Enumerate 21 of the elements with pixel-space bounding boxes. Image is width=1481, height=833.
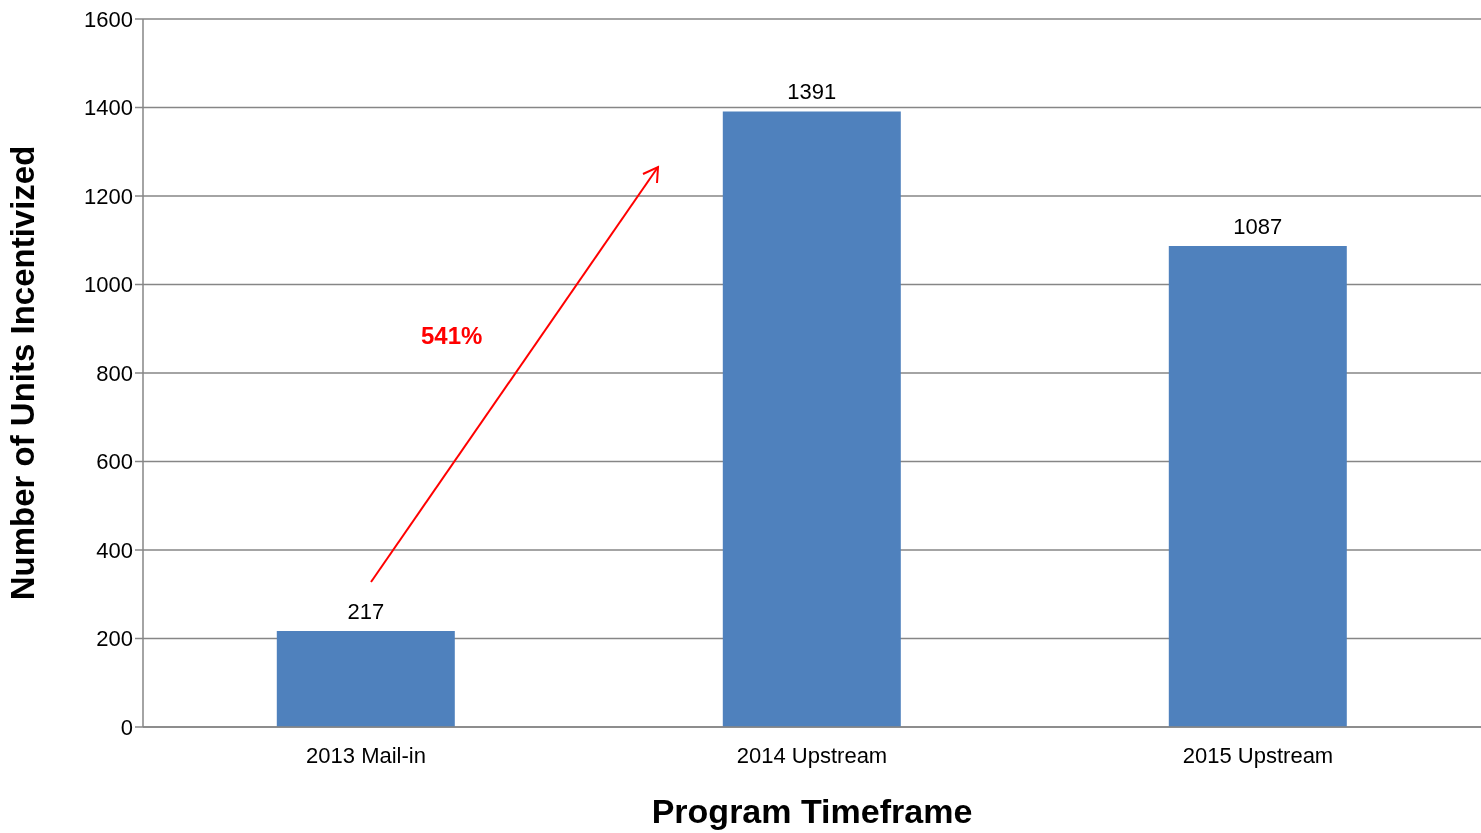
data-label: 1391 [787,79,837,105]
x-tick-label: 2014 Upstream [736,742,888,768]
y-tick-label: 800 [96,360,133,386]
y-tick-label: 1000 [84,272,133,298]
data-label: 217 [347,598,385,624]
bar [276,630,455,727]
bar [1168,246,1347,727]
y-tick-label: 600 [96,449,133,475]
x-axis-title: Program Timeframe [651,792,973,830]
data-label: 1087 [1233,214,1283,239]
y-axis-title: Number of Units Incentivized [3,145,41,601]
y-tick-label: 1200 [84,183,133,209]
y-tick-label: 200 [96,626,133,652]
y-tick-label: 1400 [84,95,133,121]
y-tick-label: 0 [120,714,133,740]
annotation: 541% [421,322,483,350]
bar [722,111,901,727]
y-tick-label: 400 [96,537,133,563]
x-tick-label: 2015 Upstream [1182,742,1334,768]
y-tick-label: 1600 [84,6,133,32]
x-tick-label: 2013 Mail-in [306,742,426,768]
